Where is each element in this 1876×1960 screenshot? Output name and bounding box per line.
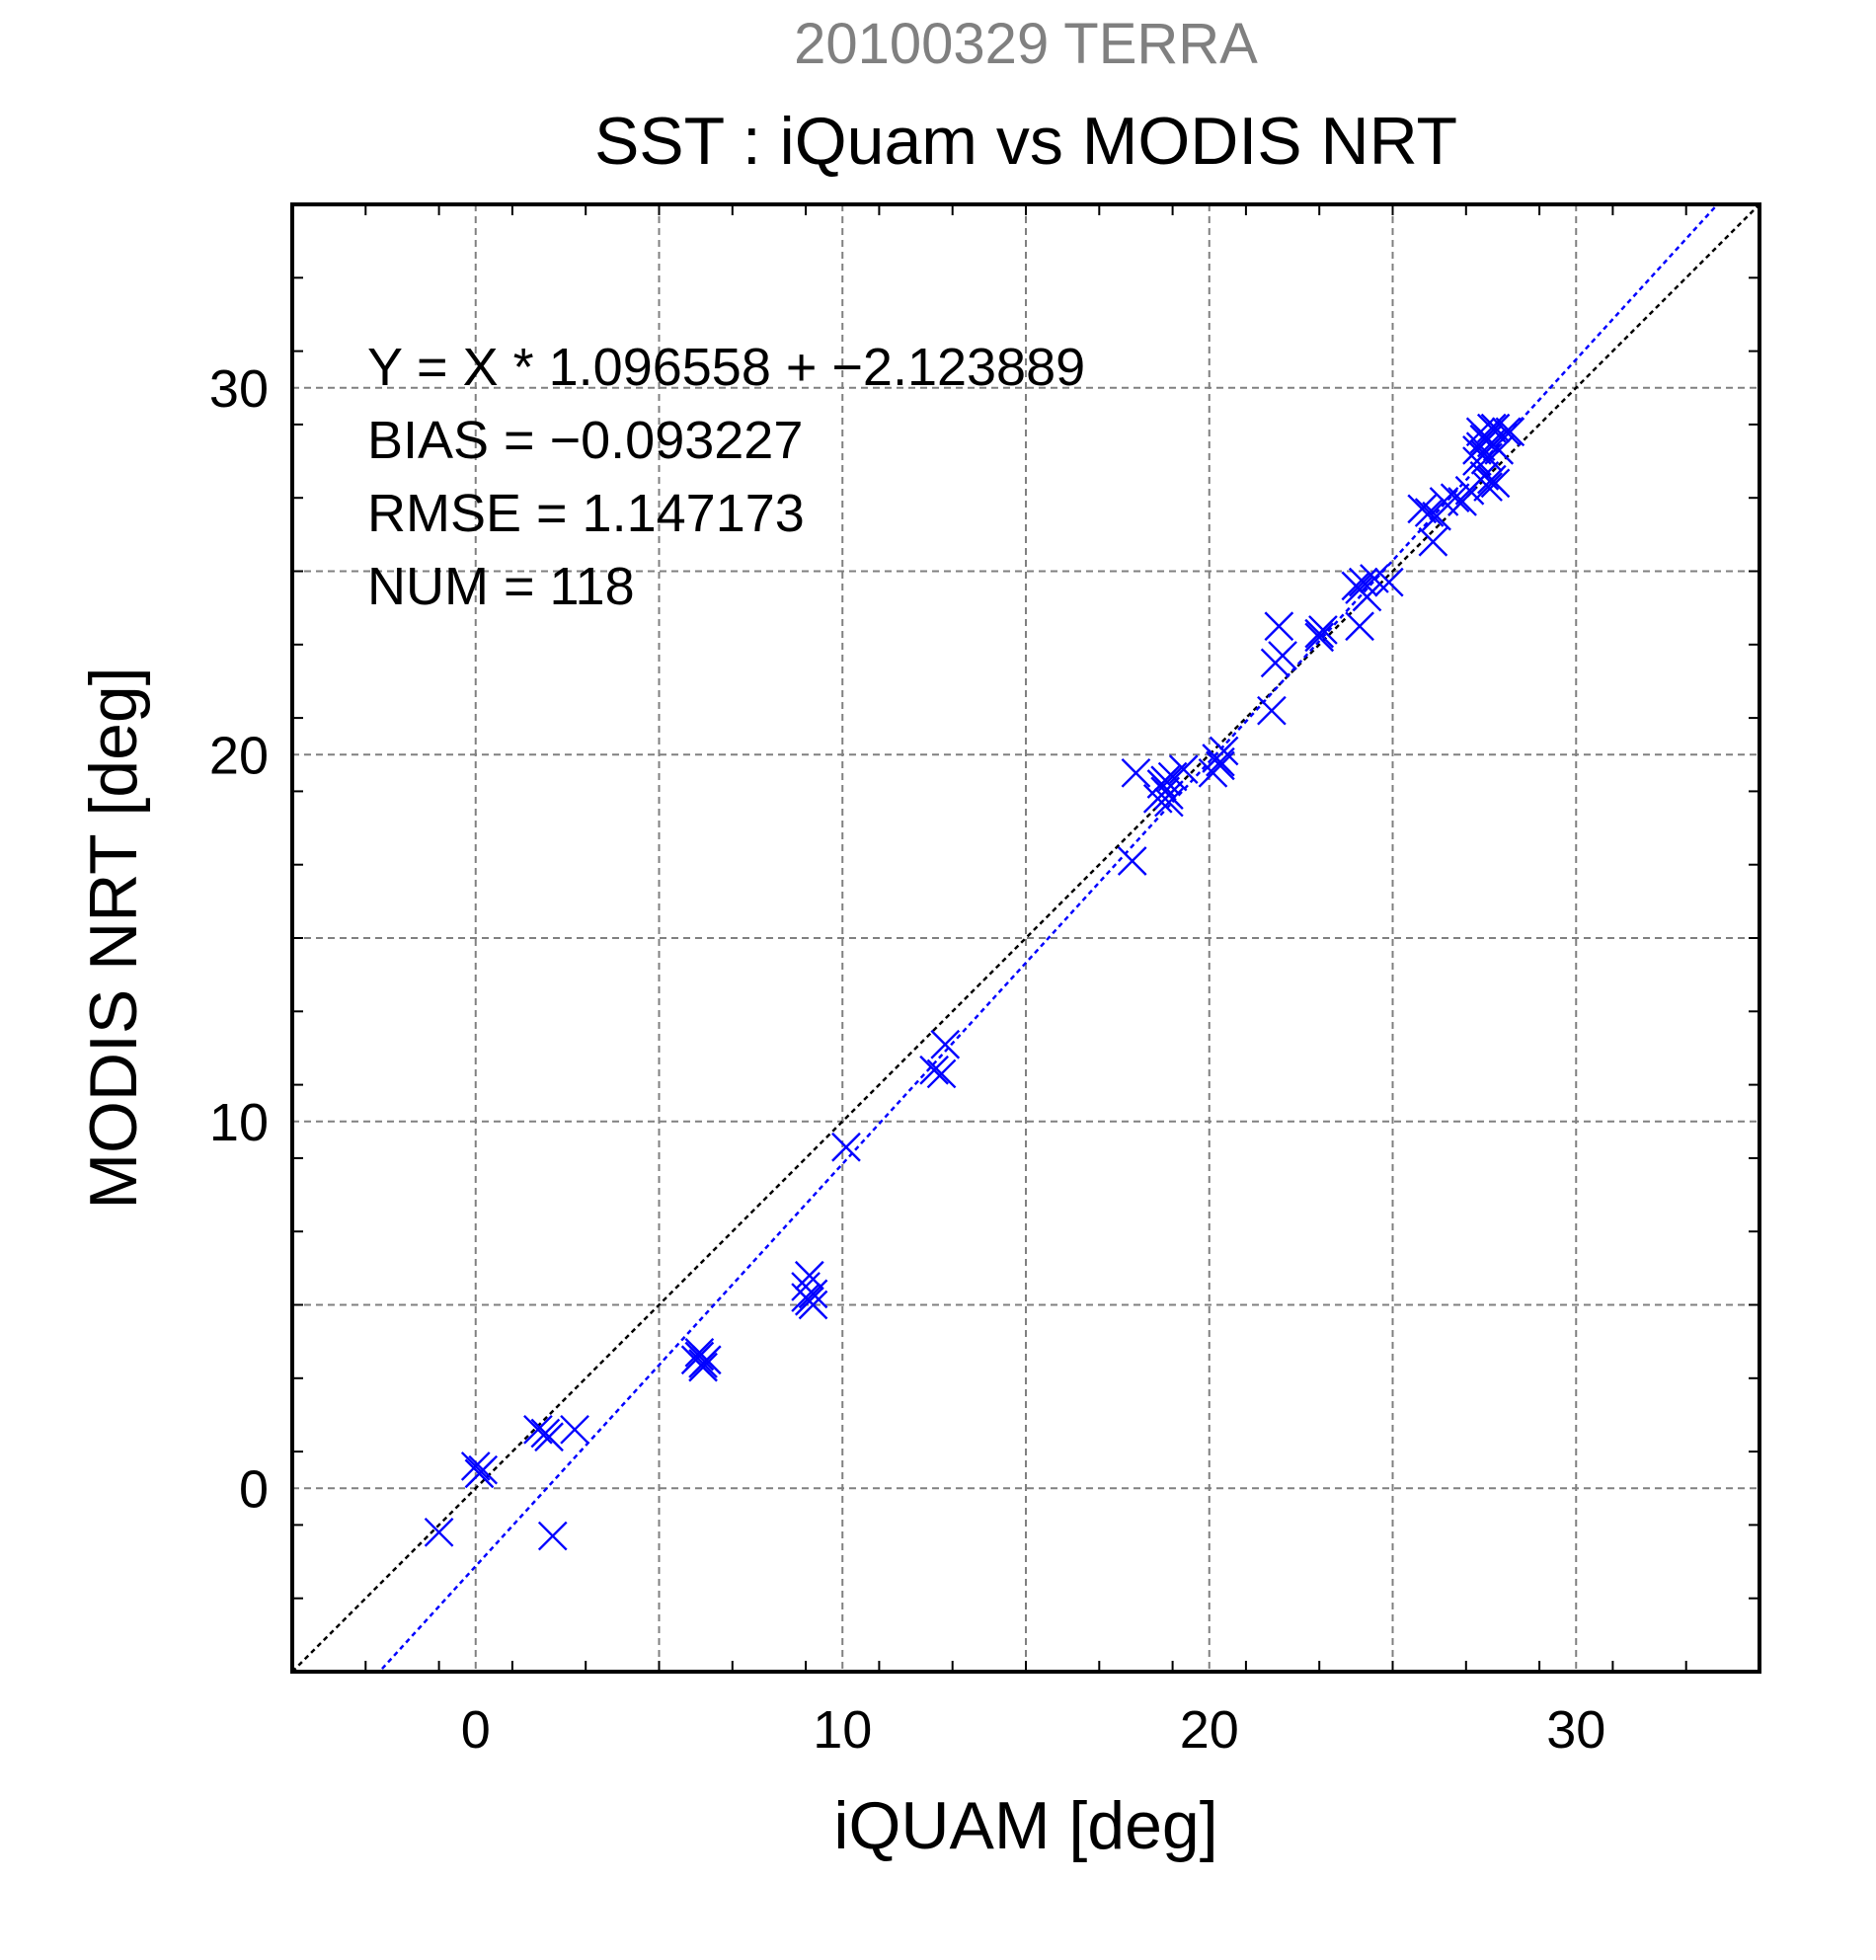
data-point — [1480, 468, 1511, 499]
data-point — [798, 1279, 828, 1309]
data-point — [1154, 787, 1184, 818]
data-point — [1209, 736, 1239, 766]
y-axis-label: MODIS NRT [deg] — [76, 666, 151, 1209]
data-point — [468, 1454, 499, 1485]
y-axis-tick-labels: 0 10 20 30 — [209, 359, 269, 1520]
data-point — [1257, 695, 1287, 726]
data-point — [1348, 567, 1378, 597]
chart-title: SST : iQuam vs MODIS NRT — [594, 104, 1457, 179]
x-axis-label: iQUAM [deg] — [833, 1788, 1217, 1863]
data-point — [1495, 417, 1525, 447]
data-point — [560, 1414, 589, 1445]
grid-lines — [292, 204, 1759, 1672]
plot-frame — [290, 202, 1761, 1674]
data-point — [537, 1521, 568, 1551]
chart-subtitle: 20100329 TERRA — [794, 12, 1258, 76]
data-point — [831, 1132, 861, 1162]
data-point — [1121, 757, 1151, 788]
x-axis-tick-labels: 0 10 20 30 — [461, 1700, 1606, 1760]
y-tick-label: 0 — [239, 1459, 269, 1519]
data-point — [1414, 498, 1445, 527]
x-tick-label: 10 — [813, 1700, 872, 1760]
data-point — [1440, 483, 1470, 513]
y-tick-label: 10 — [209, 1093, 269, 1152]
data-point — [1264, 611, 1294, 642]
data-point — [1473, 472, 1503, 502]
data-point — [1407, 494, 1438, 524]
data-point — [919, 1055, 949, 1085]
data-point — [688, 1352, 718, 1382]
data-point — [1473, 424, 1503, 454]
y-tick-label: 30 — [209, 359, 269, 419]
data-point — [1418, 526, 1448, 557]
data-point — [534, 1422, 564, 1452]
data-point — [791, 1283, 821, 1312]
data-point — [424, 1517, 454, 1547]
data-point — [930, 1029, 961, 1059]
data-point — [684, 1341, 715, 1372]
data-points — [424, 413, 1525, 1551]
data-point — [1308, 615, 1338, 645]
data-point — [1345, 611, 1374, 642]
data-point — [1117, 846, 1147, 876]
stats-rmse: RMSE = 1.147173 — [367, 484, 805, 543]
data-point — [460, 1451, 491, 1481]
stats-bias: BIAS = −0.093227 — [367, 411, 803, 470]
x-tick-label: 0 — [461, 1700, 491, 1760]
data-point — [926, 1058, 957, 1089]
y-tick-label: 20 — [209, 726, 269, 785]
data-point — [1373, 567, 1404, 597]
x-tick-label: 30 — [1546, 1700, 1605, 1760]
data-point — [1462, 446, 1492, 476]
data-point — [1304, 622, 1335, 653]
x-tick-label: 20 — [1180, 1700, 1239, 1760]
data-point — [1168, 754, 1199, 784]
stats-count: NUM = 118 — [367, 557, 635, 616]
data-point — [1476, 413, 1507, 443]
data-point — [1206, 746, 1235, 777]
stats-regression-equation: Y = X * 1.096558 + −2.123889 — [367, 338, 1085, 397]
data-point — [1268, 641, 1297, 670]
regression-stats: Y = X * 1.096558 + −2.123889 BIAS = −0.0… — [367, 338, 1085, 616]
